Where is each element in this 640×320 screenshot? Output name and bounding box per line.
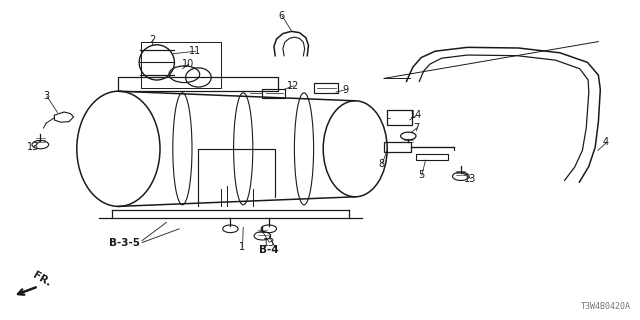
Bar	[384, 142, 411, 152]
Text: 8: 8	[378, 159, 385, 169]
Text: 1: 1	[239, 242, 245, 252]
Text: 13: 13	[27, 142, 40, 152]
Bar	[262, 89, 285, 98]
Text: 11: 11	[189, 46, 202, 56]
Text: B-4: B-4	[259, 245, 278, 255]
Text: 14: 14	[410, 110, 422, 120]
Text: 6: 6	[278, 11, 285, 21]
Text: 12: 12	[287, 81, 300, 91]
Text: B-3-5: B-3-5	[109, 237, 140, 248]
Text: 4: 4	[603, 137, 609, 148]
Text: 2: 2	[149, 35, 156, 45]
Text: T3W4B0420A: T3W4B0420A	[580, 302, 630, 311]
Text: 7: 7	[413, 123, 419, 133]
Bar	[387, 110, 412, 125]
Text: 3: 3	[43, 91, 49, 101]
Text: 9: 9	[342, 84, 349, 95]
Text: 10: 10	[182, 59, 195, 69]
Bar	[314, 83, 338, 93]
Text: 13: 13	[464, 173, 477, 184]
Text: 5: 5	[418, 170, 424, 180]
Text: 13: 13	[262, 237, 275, 248]
Bar	[416, 154, 448, 160]
Text: FR.: FR.	[31, 270, 52, 289]
